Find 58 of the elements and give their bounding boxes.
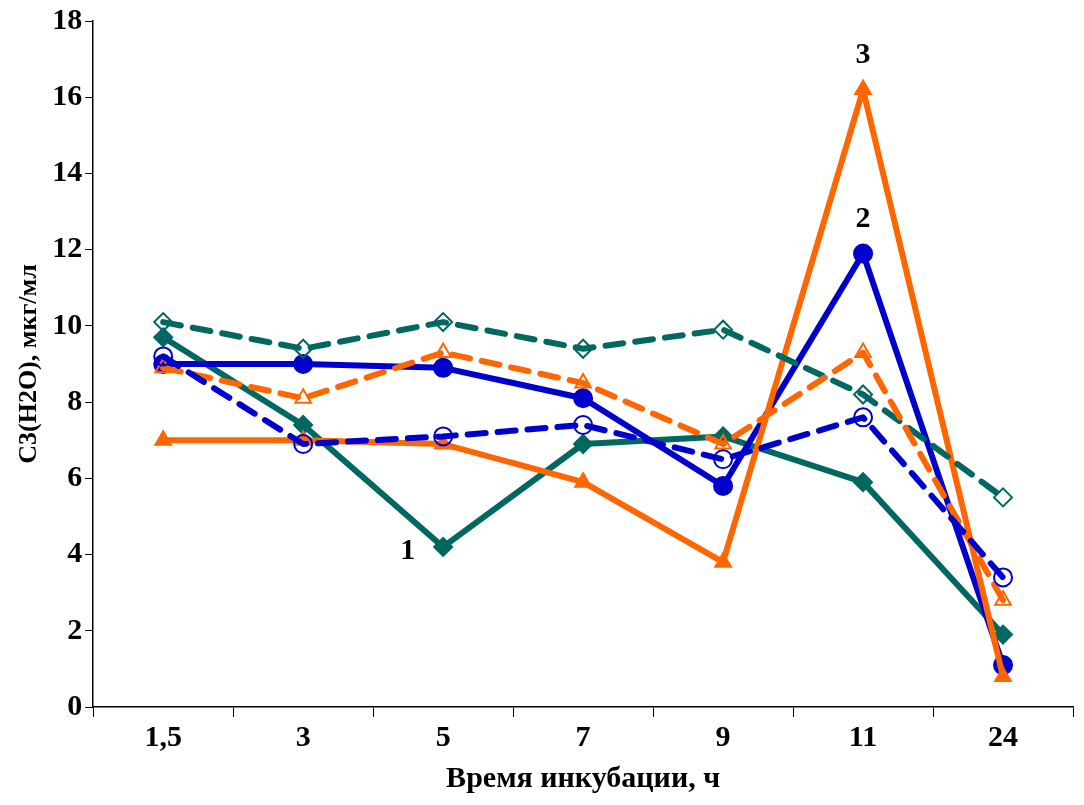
x-tick-label: 5	[435, 718, 451, 752]
point	[573, 388, 594, 409]
point	[433, 312, 454, 333]
point	[573, 434, 594, 455]
y-tick-label: 8	[67, 382, 83, 416]
point	[153, 346, 174, 367]
point	[154, 430, 172, 446]
point	[993, 487, 1014, 508]
point	[853, 472, 874, 493]
point	[293, 338, 314, 359]
point	[993, 624, 1014, 645]
y-tick-label: 4	[67, 535, 83, 569]
x-axis-title: Время инкубации, ч	[446, 759, 721, 793]
point	[433, 536, 454, 557]
y-axis-title: C3(H2O), мкг/мл	[13, 264, 43, 464]
point	[293, 434, 314, 455]
x-tick-label: 9	[715, 718, 731, 752]
point	[993, 567, 1014, 588]
point	[433, 357, 454, 378]
y-tick-label: 6	[67, 459, 83, 493]
point	[713, 319, 734, 340]
x-tick-label: 24	[988, 718, 1019, 752]
point	[573, 414, 594, 435]
point	[714, 552, 732, 568]
point	[293, 414, 314, 435]
y-tick-label: 12	[52, 230, 83, 264]
y-tick-label: 18	[52, 1, 83, 35]
y-tick-label: 16	[52, 77, 83, 111]
point	[853, 384, 874, 405]
annotation: 1	[400, 531, 416, 565]
point	[153, 312, 174, 333]
x-tick-label: 1,5	[144, 718, 182, 752]
point	[293, 354, 314, 374]
y-tick-label: 2	[67, 611, 83, 645]
point	[433, 426, 454, 447]
y-tick-label: 10	[52, 306, 83, 340]
point	[713, 475, 734, 496]
x-tick-label: 3	[295, 718, 311, 752]
point	[714, 434, 732, 450]
point	[853, 243, 874, 264]
point	[153, 327, 174, 348]
annotation: 3	[855, 36, 871, 70]
x-tick-label: 11	[848, 718, 878, 752]
point	[854, 342, 872, 359]
y-tick-label: 14	[52, 154, 83, 188]
point	[994, 666, 1012, 683]
point	[294, 388, 312, 404]
point	[853, 407, 874, 428]
point	[434, 342, 452, 359]
point	[994, 590, 1012, 606]
x-tick-label: 7	[575, 718, 591, 752]
annotation: 2	[855, 200, 871, 234]
point	[574, 472, 592, 488]
point	[574, 373, 592, 389]
point	[854, 79, 872, 96]
y-tick-label: 0	[67, 687, 83, 721]
point	[573, 338, 594, 359]
point	[713, 449, 734, 470]
